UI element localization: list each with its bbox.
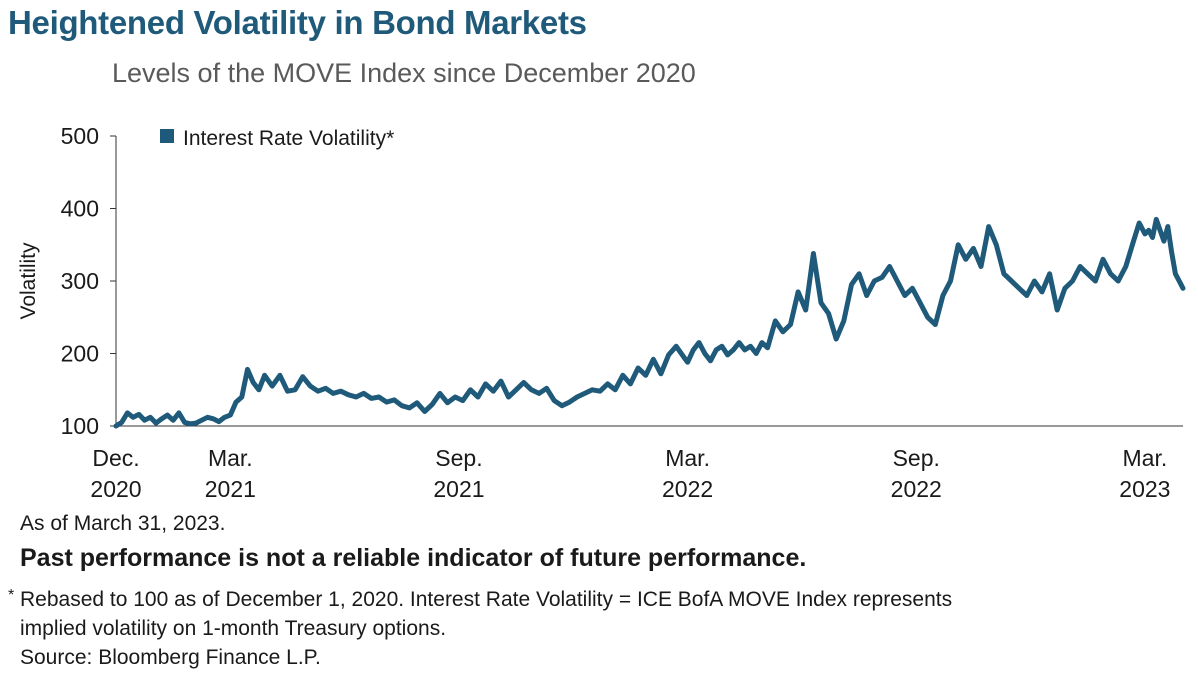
legend-swatch <box>160 129 174 143</box>
x-tick-label-2-month: Sep. <box>435 445 482 471</box>
x-tick-label-4-month: Sep. <box>893 445 940 471</box>
y-axis-ticks: 100 200 300 400 500 <box>61 123 116 439</box>
x-tick-label-5-month: Mar. <box>1123 445 1168 471</box>
y-axis-label: Volatility <box>17 242 40 320</box>
x-tick-label-0-month: Dec. <box>92 445 139 471</box>
volatility-chart: 100 200 300 400 500 Dec. 2020 Mar. 2021 Sep. 2021… <box>17 123 1186 502</box>
source-note: Source: Bloomberg Finance L.P. <box>20 646 321 669</box>
page-subtitle: Levels of the MOVE Index since December … <box>112 58 696 88</box>
y-tick-label-300: 300 <box>61 268 99 294</box>
x-tick-label-1-month: Mar. <box>208 445 253 471</box>
x-tick-label-2-year: 2021 <box>433 476 484 502</box>
as-of-date: As of March 31, 2023. <box>20 512 226 535</box>
y-tick-label-500: 500 <box>61 123 99 149</box>
series-line-interest-rate-volatility <box>113 216 1186 429</box>
legend-label: Interest Rate Volatility* <box>183 127 394 150</box>
y-tick-label-200: 200 <box>61 341 99 367</box>
x-tick-label-5-year: 2023 <box>1119 476 1170 502</box>
x-tick-label-4-year: 2022 <box>891 476 942 502</box>
y-tick-label-100: 100 <box>61 413 99 439</box>
performance-disclaimer: Past performance is not a reliable indic… <box>20 544 807 572</box>
y-tick-label-400: 400 <box>61 196 99 222</box>
footnote-line-1: Rebased to 100 as of December 1, 2020. I… <box>20 588 953 611</box>
chart-legend: Interest Rate Volatility* <box>160 127 394 150</box>
x-tick-label-3-year: 2022 <box>662 476 713 502</box>
footnote-line-2: implied volatility on 1-month Treasury o… <box>20 617 447 640</box>
x-tick-label-1-year: 2021 <box>205 476 256 502</box>
x-tick-label-3-month: Mar. <box>665 445 710 471</box>
x-tick-label-0-year: 2020 <box>90 476 141 502</box>
x-axis-ticks: Dec. 2020 Mar. 2021 Sep. 2021 Mar. 2022 Sep. 2022… <box>90 445 1170 502</box>
page-title: Heightened Volatility in Bond Markets <box>8 4 587 41</box>
footnote-mark: * <box>8 587 15 604</box>
footnote: * Rebased to 100 as of December 1, 2020.… <box>8 585 952 672</box>
